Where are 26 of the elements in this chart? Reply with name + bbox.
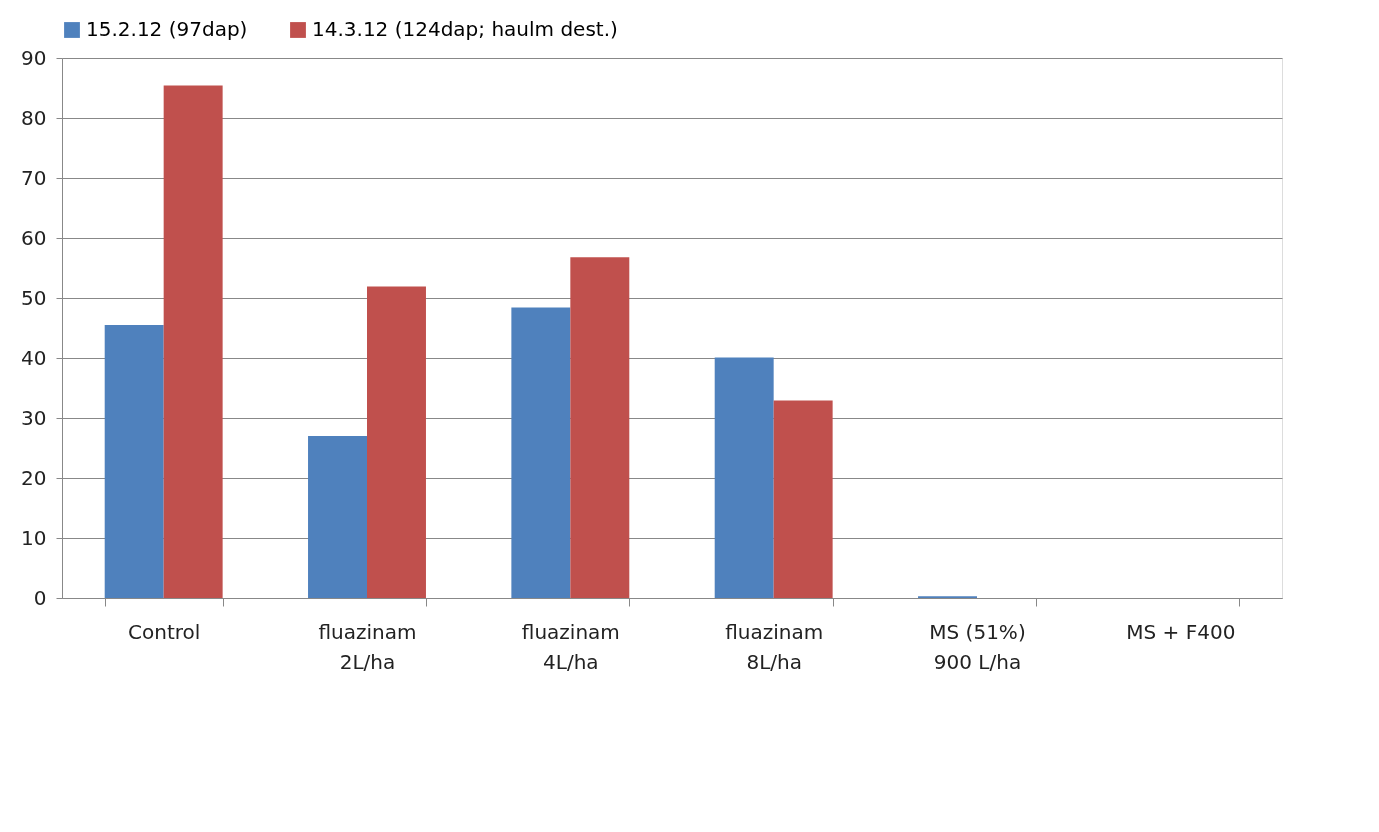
x-tick-label: fluazinam 2L/ha bbox=[318, 619, 417, 674]
bar bbox=[773, 400, 833, 598]
bar bbox=[570, 257, 630, 598]
y-tick-label: 80 bbox=[21, 105, 47, 130]
bar bbox=[367, 286, 426, 598]
y-tick-label: 10 bbox=[21, 525, 47, 550]
y-tick-label: 60 bbox=[21, 225, 47, 250]
x-tick-label: fluazinam 8L/ha bbox=[725, 619, 824, 674]
y-tick-label: 20 bbox=[21, 465, 47, 490]
x-tick-label: MS + F400 bbox=[1126, 619, 1236, 644]
x-tick-label: MS (51%) 900 L/ha bbox=[929, 619, 1026, 674]
bar bbox=[104, 325, 164, 598]
y-tick-label: 30 bbox=[21, 405, 47, 430]
y-tick-label: 90 bbox=[21, 45, 47, 70]
legend-label: 14.3.12 (124dap; haulm dest.) bbox=[312, 17, 618, 41]
bar bbox=[511, 307, 571, 598]
legend-label: 15.2.12 (97dap) bbox=[86, 17, 248, 41]
x-tick-label: fluazinam 4L/ha bbox=[521, 619, 620, 674]
y-tick-label: 40 bbox=[21, 345, 47, 370]
x-tick-label: Control bbox=[128, 619, 201, 644]
y-tick-label: 50 bbox=[21, 285, 47, 310]
y-tick-label: 0 bbox=[33, 585, 47, 610]
bar bbox=[714, 357, 774, 598]
bar bbox=[163, 85, 223, 598]
bar bbox=[308, 436, 367, 598]
y-tick-label: 70 bbox=[21, 165, 47, 190]
